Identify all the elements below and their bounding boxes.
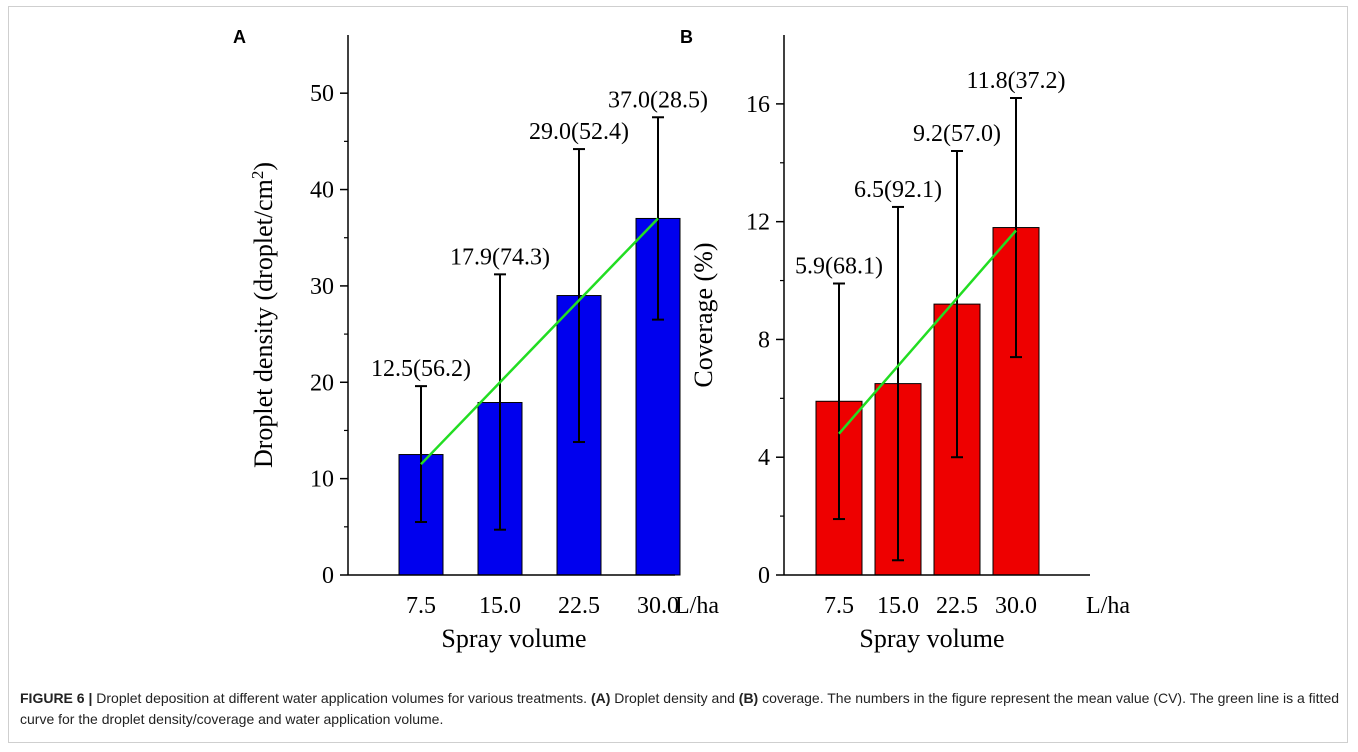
data-label: 12.5(56.2) <box>371 356 471 382</box>
fit-line <box>838 229 1017 435</box>
charts-canvas: 12.5(56.2) 17.9(74.3) 29.0(52.4) 37.0(28.5)… <box>233 27 1130 653</box>
caption-text-1: Droplet deposition at different water ap… <box>92 690 591 706</box>
y-axis-label-superscript: 2 <box>248 171 267 180</box>
x-axis-label: Spray volume <box>859 624 1004 653</box>
x-tick-label: 15.0 <box>479 593 521 619</box>
panel-label: A <box>233 27 246 47</box>
caption-text-3: coverage. The numbers in the figure repr… <box>20 690 1340 727</box>
data-label: 5.9(68.1) <box>795 254 883 280</box>
y-tick-label: 12 <box>746 210 770 236</box>
y-tick-label: 10 <box>310 467 334 493</box>
y-axis-label: Droplet density (droplet/cm2) <box>248 162 279 468</box>
y-tick-label: 40 <box>310 178 334 204</box>
y-tick-label: 4 <box>758 445 770 471</box>
x-tick-label: 30.0 <box>995 593 1037 619</box>
panel-label: B <box>680 27 693 47</box>
caption-label: FIGURE 6 | <box>20 690 93 706</box>
y-tick-label: 16 <box>746 92 770 118</box>
x-tick-label: 7.5 <box>406 593 436 619</box>
y-tick-label: 30 <box>310 274 334 300</box>
y-tick-label: 20 <box>310 370 334 396</box>
caption-panel-a: (A) <box>590 690 611 706</box>
caption-panel-b: (B) <box>738 690 759 706</box>
y-tick-label: 0 <box>322 563 334 589</box>
data-label: 29.0(52.4) <box>529 119 629 145</box>
x-unit-label: L/ha <box>1086 593 1130 619</box>
data-label: 6.5(92.1) <box>854 177 942 203</box>
x-tick-label: 22.5 <box>558 593 600 619</box>
data-label: 17.9(74.3) <box>450 244 550 270</box>
x-unit-label: L/ha <box>675 593 719 619</box>
y-tick-label: 50 <box>310 81 334 107</box>
fit-line <box>420 217 659 466</box>
x-tick-label: 30.0 <box>637 593 679 619</box>
chart-panel-a: 12.5(56.2) 17.9(74.3) 29.0(52.4) 37.0(28.5)… <box>233 27 719 653</box>
chart-panel-b: 5.9(68.1) 6.5(92.1) 9.2(57.0) 11.8(37.2) 0 4 8… <box>680 27 1130 653</box>
figure-frame <box>8 6 1348 743</box>
data-label: 37.0(28.5) <box>608 87 708 113</box>
caption-text-2: Droplet density and <box>610 690 739 706</box>
y-axis-label: Coverage (%) <box>689 242 718 387</box>
data-label: 11.8(37.2) <box>966 68 1065 94</box>
y-tick-label: 0 <box>758 563 770 589</box>
x-tick-label: 22.5 <box>936 593 978 619</box>
x-tick-label: 7.5 <box>824 593 854 619</box>
data-label: 9.2(57.0) <box>913 121 1001 147</box>
figure-caption: FIGURE 6 | Droplet deposition at differe… <box>20 688 1340 730</box>
y-tick-label: 8 <box>758 327 770 353</box>
x-tick-label: 15.0 <box>877 593 919 619</box>
x-axis-label: Spray volume <box>441 624 586 653</box>
